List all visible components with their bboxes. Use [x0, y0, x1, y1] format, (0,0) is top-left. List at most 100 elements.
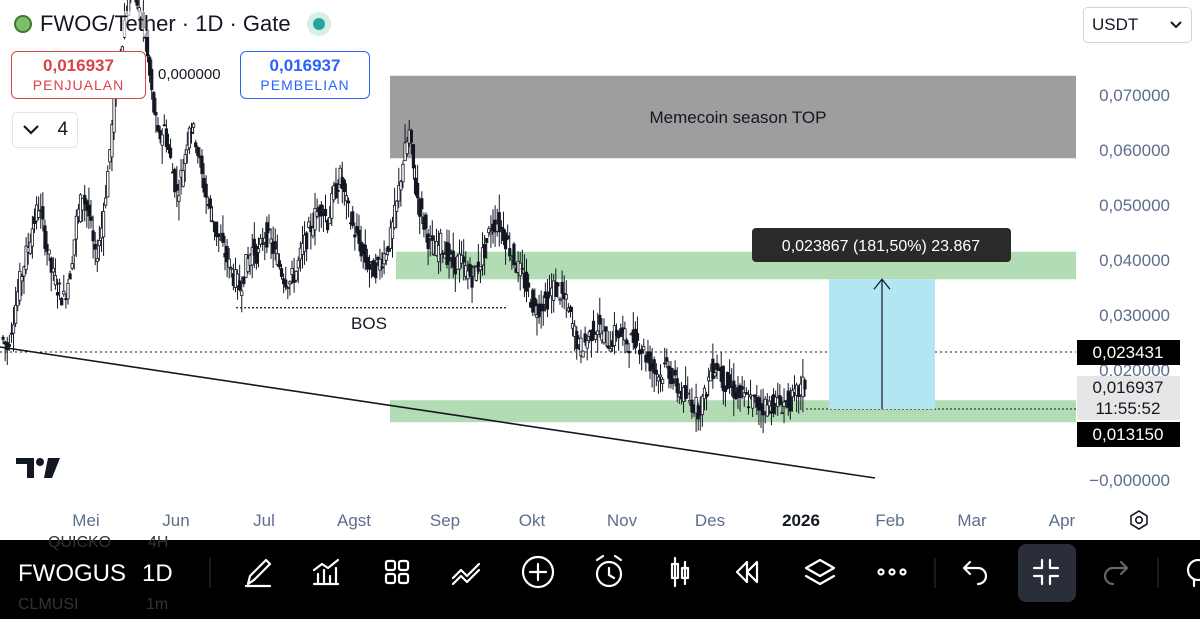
layers-icon[interactable]: [804, 558, 836, 586]
indicator-count: 4: [57, 119, 69, 140]
candle-body: [242, 276, 246, 285]
candle-body: [210, 220, 215, 223]
axis-layer: 0,070000 0,060000 0,050000 0,040000 0,030000…: [72, 86, 1180, 530]
alert-icon[interactable]: [595, 554, 623, 588]
candle-body: [652, 359, 656, 374]
interval-button[interactable]: 1D: [142, 560, 173, 587]
candle-body: [330, 192, 334, 219]
candle-body: [11, 324, 16, 334]
buy-label: PEMBELIAN: [260, 77, 350, 93]
candle-body: [788, 392, 792, 412]
compare-icon[interactable]: [451, 562, 481, 586]
measure-label: 0,023867 (181,50%) 23.867: [782, 238, 980, 255]
candle-body: [462, 256, 466, 263]
zone-gray-0: [390, 75, 1076, 159]
ghost-interval-text-2: 1m: [146, 596, 169, 613]
candle-body: [83, 194, 87, 205]
candle-body: [166, 144, 171, 150]
price-chart[interactable]: Memecoin season TOP BOS 0,023867 (181,50%…: [0, 0, 1200, 540]
candle-body: [74, 215, 78, 240]
level-price-label: 0,023431: [1093, 343, 1164, 362]
symbol-title: FWOG/Tether · 1D · Gate: [40, 11, 291, 37]
redo-icon[interactable]: [1103, 560, 1129, 586]
candle-body: [87, 204, 91, 217]
candle-body: [256, 248, 261, 253]
candle-body: [323, 208, 328, 217]
indicators-collapse-button[interactable]: 4: [12, 112, 78, 148]
tradingview-logo-icon[interactable]: [16, 456, 64, 480]
candle-body: [704, 393, 709, 398]
candle-body: [156, 125, 160, 132]
candle-body: [711, 358, 715, 379]
spread-value: 0,000000: [158, 66, 221, 83]
candle-body: [487, 228, 491, 234]
layout-grid-icon[interactable]: [384, 559, 410, 585]
candle-body: [767, 400, 771, 407]
candle-body: [790, 390, 795, 398]
candles-icon[interactable]: [670, 556, 690, 588]
candle-body: [439, 232, 443, 255]
candle-body: [721, 365, 725, 392]
candle-body: [305, 232, 309, 250]
candle-body: [30, 228, 34, 247]
candle-body: [627, 350, 631, 354]
x-tick-label: Sep: [430, 511, 460, 530]
candle-body: [635, 333, 640, 341]
indicators-icon[interactable]: [312, 558, 340, 586]
candle-body: [221, 232, 225, 243]
candle-body: [43, 225, 47, 249]
idea-icon[interactable]: [1186, 558, 1200, 588]
candle-body: [520, 267, 524, 270]
market-status-icon[interactable]: [312, 18, 325, 30]
candle-body: [380, 266, 384, 269]
more-icon[interactable]: [877, 568, 907, 576]
pencil-icon[interactable]: [244, 558, 272, 588]
candle-body: [690, 399, 694, 413]
sell-button[interactable]: 0,016937 PENJUALAN: [11, 51, 146, 99]
candle-body: [395, 200, 399, 212]
undo-icon[interactable]: [962, 560, 988, 586]
candle-body: [558, 298, 562, 301]
add-icon[interactable]: [521, 555, 555, 589]
candle-body: [660, 378, 665, 384]
bottom-toolbar: QUICKO 4H CLMUSI 1m FWOGUS 1D: [0, 534, 1200, 619]
symbol-button[interactable]: FWOGUS: [18, 560, 126, 587]
candle-body: [91, 230, 95, 242]
x-tick-label: Jul: [253, 511, 275, 530]
candle-body: [564, 294, 568, 300]
last-price-box: [1077, 376, 1180, 420]
candle-body: [162, 124, 166, 127]
replay-icon[interactable]: [735, 560, 759, 584]
candle-body: [22, 266, 26, 277]
settings-icon[interactable]: [1128, 509, 1150, 531]
candles-layer: [1, 0, 807, 434]
candle-body: [55, 292, 60, 296]
candle-body: [9, 332, 14, 335]
candle-body: [625, 340, 629, 345]
buy-button[interactable]: 0,016937 PEMBELIAN: [240, 51, 370, 99]
currency-select[interactable]: USDT: [1083, 7, 1192, 43]
chevron-down-icon: [1170, 21, 1182, 29]
candle-body: [740, 386, 744, 390]
candle-body: [267, 228, 271, 231]
y-tick-label: 0,040000: [1099, 251, 1170, 270]
candle-body: [152, 92, 156, 113]
candle-body: [374, 262, 378, 279]
candle-body: [424, 214, 428, 229]
candle-body: [183, 154, 187, 165]
candle-body: [110, 124, 114, 158]
candle-body: [669, 367, 673, 385]
countdown-label: 11:55:52: [1096, 399, 1161, 418]
candle-body: [533, 297, 537, 307]
candle-body: [499, 226, 503, 229]
candle-body: [803, 380, 807, 390]
candle-body: [665, 357, 669, 362]
candle-body: [782, 401, 786, 407]
fullscreen-exit-icon[interactable]: [1032, 558, 1060, 586]
candle-body: [596, 330, 600, 336]
chart-header[interactable]: FWOG/Tether · 1D · Gate: [14, 8, 325, 40]
candle-body: [273, 241, 277, 250]
candle-body: [269, 238, 273, 244]
candle-body: [771, 394, 776, 414]
zone-top-label: Memecoin season TOP: [649, 108, 826, 127]
